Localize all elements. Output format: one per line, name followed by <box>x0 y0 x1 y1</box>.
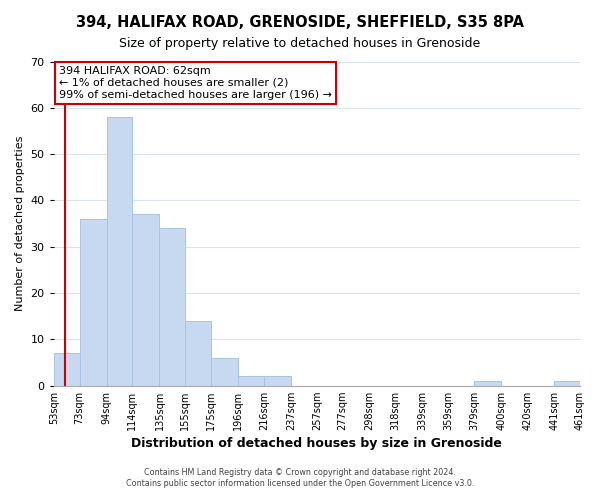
Text: 394, HALIFAX ROAD, GRENOSIDE, SHEFFIELD, S35 8PA: 394, HALIFAX ROAD, GRENOSIDE, SHEFFIELD,… <box>76 15 524 30</box>
Bar <box>211 358 238 386</box>
Bar <box>264 376 291 386</box>
Bar <box>238 376 264 386</box>
Text: 394 HALIFAX ROAD: 62sqm
← 1% of detached houses are smaller (2)
99% of semi-deta: 394 HALIFAX ROAD: 62sqm ← 1% of detached… <box>59 66 332 100</box>
Bar <box>54 354 80 386</box>
Bar <box>80 219 107 386</box>
Text: Contains HM Land Registry data © Crown copyright and database right 2024.
Contai: Contains HM Land Registry data © Crown c… <box>126 468 474 487</box>
Bar <box>474 381 502 386</box>
Bar <box>160 228 185 386</box>
Bar <box>554 381 580 386</box>
Bar <box>133 214 160 386</box>
Text: Size of property relative to detached houses in Grenoside: Size of property relative to detached ho… <box>119 38 481 51</box>
Bar <box>107 117 133 386</box>
X-axis label: Distribution of detached houses by size in Grenoside: Distribution of detached houses by size … <box>131 437 502 450</box>
Y-axis label: Number of detached properties: Number of detached properties <box>15 136 25 312</box>
Bar <box>185 321 211 386</box>
